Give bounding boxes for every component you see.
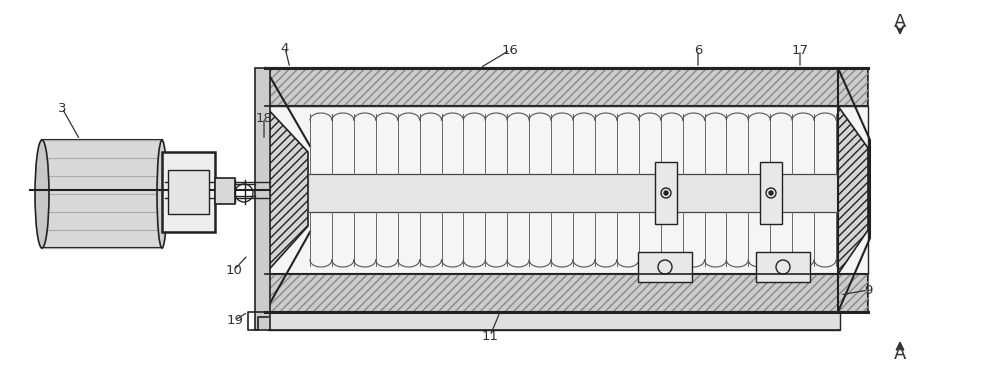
Bar — [265, 106, 868, 274]
Ellipse shape — [35, 140, 49, 248]
Text: 9: 9 — [864, 283, 872, 297]
Bar — [308, 174, 838, 212]
Bar — [215, 178, 235, 204]
Polygon shape — [265, 106, 308, 274]
Bar — [265, 68, 868, 106]
Bar — [255, 68, 270, 330]
Bar — [168, 170, 209, 214]
Bar — [265, 68, 868, 106]
Text: 3: 3 — [58, 101, 66, 115]
Bar — [756, 252, 810, 282]
Bar — [655, 162, 677, 224]
Text: 16: 16 — [502, 44, 518, 56]
Circle shape — [664, 191, 668, 195]
Text: 6: 6 — [694, 44, 702, 56]
Bar — [268, 312, 840, 330]
Bar — [42, 140, 162, 248]
Text: A: A — [894, 13, 906, 31]
Text: 17: 17 — [792, 44, 808, 56]
Bar — [760, 162, 782, 224]
Circle shape — [769, 191, 773, 195]
Text: 11: 11 — [482, 329, 498, 342]
Text: 18: 18 — [256, 112, 272, 125]
Polygon shape — [838, 106, 868, 274]
Ellipse shape — [157, 140, 167, 248]
Text: 4: 4 — [281, 41, 289, 54]
Bar — [265, 274, 868, 312]
Text: 10: 10 — [226, 263, 242, 276]
Bar — [265, 274, 868, 312]
Bar — [638, 252, 692, 282]
Text: 19: 19 — [227, 313, 243, 326]
Text: A: A — [894, 345, 906, 363]
Bar — [162, 152, 215, 232]
